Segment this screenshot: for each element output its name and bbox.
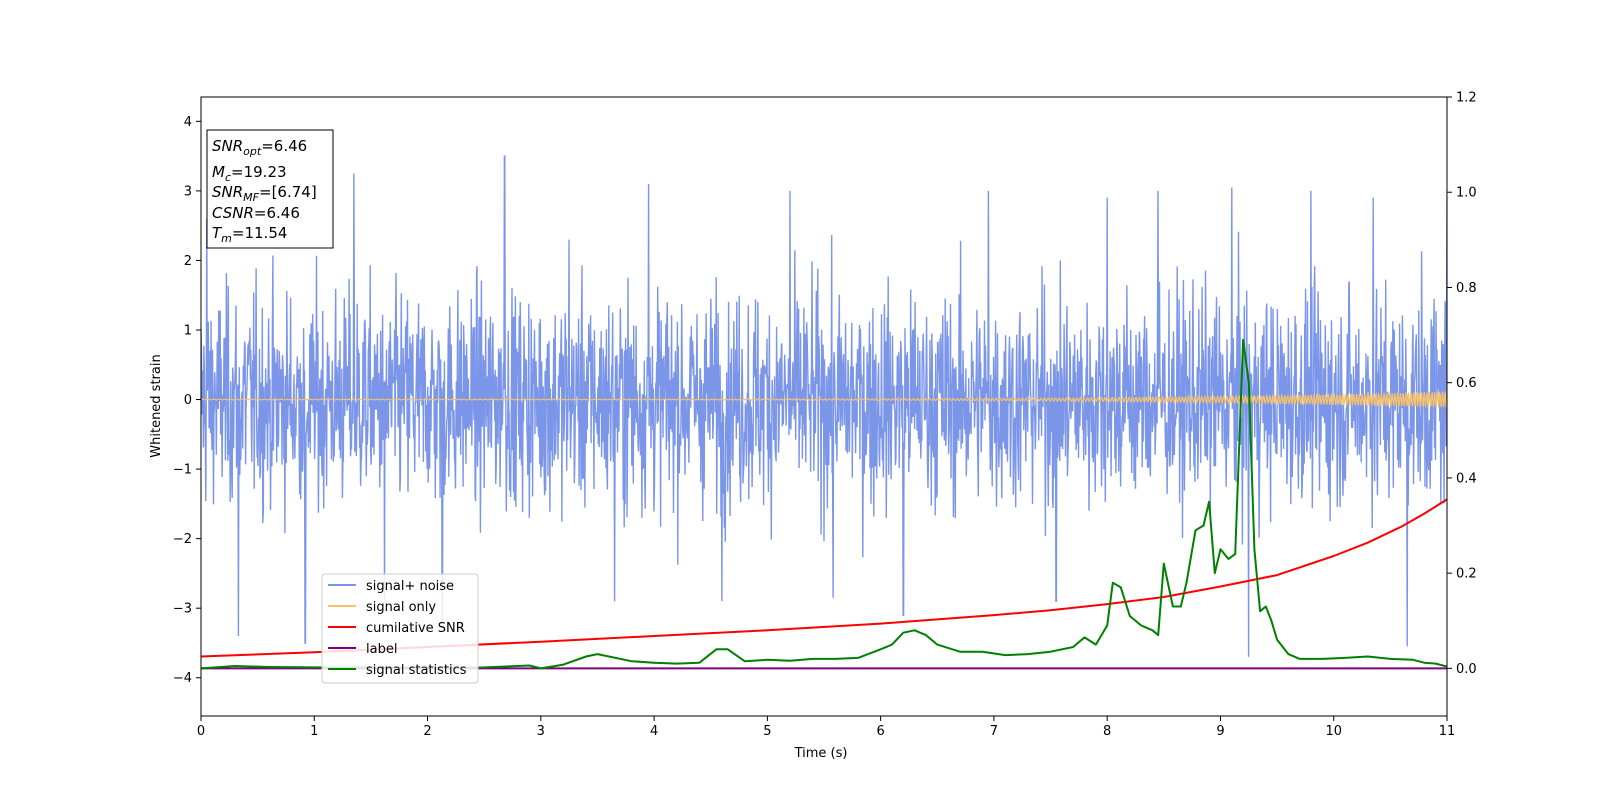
mc-symbol: M: [212, 163, 225, 181]
y-right-tick-label: 0.6: [1456, 376, 1477, 391]
x-tick-label: 9: [1216, 724, 1224, 739]
series-signal-noise-line: [201, 155, 1447, 657]
x-tick-label: 1: [310, 724, 318, 739]
x-tick-label: 5: [763, 724, 771, 739]
y-right-tick-label: 0.0: [1456, 662, 1477, 677]
snr-opt-subscript: opt: [243, 145, 262, 158]
legend-label-cumulative-snr: cumilative SNR: [366, 621, 465, 636]
series-signal-only-line: [201, 390, 1447, 408]
y-left-tick-label: 0: [184, 393, 192, 408]
snr-mf-value: =[6.74]: [259, 183, 317, 201]
series-cumulative-snr-line: [201, 498, 1447, 658]
x-tick-label: 8: [1103, 724, 1111, 739]
y-right-tick-label: 0.8: [1456, 281, 1477, 296]
y-left-tick-label: 4: [184, 115, 192, 130]
x-tick-label: 6: [876, 724, 884, 739]
svg-text:SNRopt=6.46: SNRopt=6.46: [212, 137, 307, 158]
snr-mf-subscript: MF: [243, 191, 259, 204]
x-tick-label: 11: [1439, 724, 1456, 739]
svg-text:Mc=19.23: Mc=19.23: [212, 163, 287, 184]
legend: signal+ noise signal only cumilative SNR…: [321, 573, 479, 684]
x-tick-label: 4: [650, 724, 658, 739]
csnr-value: =6.46: [254, 204, 300, 222]
legend-label-signal-statistics: signal statistics: [366, 663, 467, 678]
snr-mf-symbol: SNR: [212, 183, 243, 201]
legend-label-signal-only: signal only: [366, 600, 436, 615]
tm-value: =11.54: [232, 224, 288, 242]
svg-text:Tm=11.54: Tm=11.54: [212, 224, 287, 245]
svg-text:CSNR=6.46: CSNR=6.46: [212, 204, 300, 222]
mc-subscript: c: [225, 171, 231, 184]
y-right-tick-label: 1.2: [1456, 91, 1477, 106]
y-axis-label: Whitened strain: [149, 354, 164, 457]
y-right-tick-label: 1.0: [1456, 186, 1477, 201]
x-tick-label: 7: [990, 724, 998, 739]
x-tick-label: 10: [1325, 724, 1342, 739]
mc-value: =19.23: [231, 163, 287, 181]
legend-label-signal-noise: signal+ noise: [366, 579, 454, 594]
y-left-tick-label: −2: [173, 532, 192, 547]
info-box: SNRopt=6.46 Mc=19.23 SNRMF=[6.74] CSNR=6…: [206, 129, 334, 249]
snr-opt-symbol: SNR: [212, 137, 243, 155]
x-tick-label: 2: [423, 724, 431, 739]
y-left-tick-label: 1: [184, 323, 192, 338]
x-axis-label: Time (s): [794, 746, 848, 761]
y-left-tick-label: −4: [173, 671, 192, 686]
snr-opt-value: =6.46: [261, 137, 307, 155]
tm-symbol: T: [212, 224, 223, 242]
y-right-tick-label: 0.4: [1456, 471, 1477, 486]
csnr-symbol: CSNR: [212, 204, 254, 222]
svg-text:SNRMF=[6.74]: SNRMF=[6.74]: [212, 183, 317, 204]
y-left-tick-label: −3: [173, 602, 192, 617]
tm-subscript: m: [221, 232, 232, 245]
series-signal-statistics-line: [201, 338, 1447, 670]
x-tick-label: 0: [197, 724, 205, 739]
legend-label-label: label: [366, 642, 397, 657]
y-right-tick-label: 0.2: [1456, 567, 1477, 582]
x-tick-label: 3: [537, 724, 545, 739]
plot-frame: [200, 96, 1448, 717]
y-left-tick-label: −1: [173, 463, 192, 478]
y-left-tick-label: 3: [184, 184, 192, 199]
y-left-tick-label: 2: [184, 254, 192, 269]
